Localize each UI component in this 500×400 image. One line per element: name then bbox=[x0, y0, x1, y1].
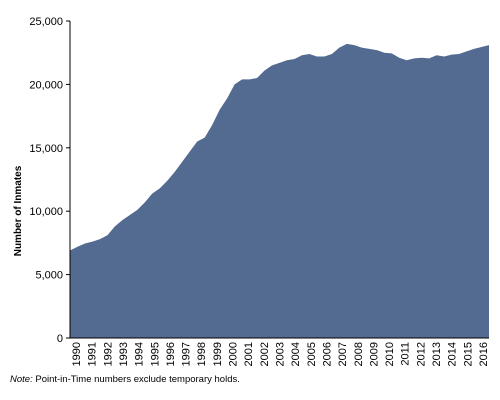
x-tick-label: 2007 bbox=[337, 342, 349, 366]
y-axis-title: Number of Inmates bbox=[13, 165, 24, 256]
axis-layer bbox=[66, 20, 489, 339]
y-tick-label: 20,000 bbox=[29, 79, 63, 91]
x-tick-label: 2016 bbox=[478, 342, 490, 366]
chart-note: Note: Point-in-Time numbers exclude temp… bbox=[10, 374, 240, 385]
x-tick-label: 1997 bbox=[181, 342, 193, 366]
y-tick-label: 0 bbox=[57, 333, 63, 345]
x-tick-label: 1992 bbox=[102, 342, 114, 366]
x-tick-label: 1998 bbox=[196, 342, 208, 366]
x-tick-labels: 1990 1991 1992 1993 1994 1995 1996 1997 1998 1999… bbox=[71, 342, 490, 366]
area-layer bbox=[70, 43, 489, 338]
x-tick-label: 2014 bbox=[447, 342, 459, 366]
x-tick-label: 2011 bbox=[400, 342, 412, 366]
y-tick-label: 25,000 bbox=[29, 16, 63, 28]
x-tick-label: 2002 bbox=[259, 342, 271, 366]
x-tick-label: 1993 bbox=[118, 342, 130, 366]
x-tick-label: 2010 bbox=[384, 342, 396, 366]
y-tick-label: 5,000 bbox=[35, 270, 63, 282]
x-tick-label: 1995 bbox=[149, 342, 161, 366]
x-tick-label: 2008 bbox=[353, 342, 365, 366]
x-tick-label: 2005 bbox=[306, 342, 318, 366]
x-tick-label: 2009 bbox=[368, 342, 380, 366]
x-tick-label: 2001 bbox=[243, 342, 255, 366]
x-tick-label: 2004 bbox=[290, 342, 302, 366]
y-tick-label: 15,000 bbox=[29, 143, 63, 155]
x-tick-label: 2013 bbox=[431, 342, 443, 366]
x-tick-label: 2003 bbox=[275, 342, 287, 366]
x-tick-label: 1999 bbox=[212, 342, 224, 366]
note-prefix: Note: bbox=[10, 374, 33, 385]
x-tick-label: 2006 bbox=[321, 342, 333, 366]
area-series bbox=[70, 43, 489, 338]
x-tick-label: 2012 bbox=[415, 342, 427, 366]
x-tick-label: 2000 bbox=[228, 342, 240, 366]
y-tick-labels: 0 5,000 10,000 15,000 20,000 25,000 bbox=[29, 16, 63, 345]
x-tick-label: 2015 bbox=[462, 342, 474, 366]
x-tick-label: 1991 bbox=[87, 342, 99, 366]
x-tick-label: 1996 bbox=[165, 342, 177, 366]
note-text: Point-in-Time numbers exclude temporary … bbox=[32, 374, 240, 385]
x-tick-label: 1994 bbox=[134, 342, 146, 366]
x-tick-label: 1990 bbox=[71, 342, 83, 366]
y-tick-label: 10,000 bbox=[29, 206, 63, 218]
